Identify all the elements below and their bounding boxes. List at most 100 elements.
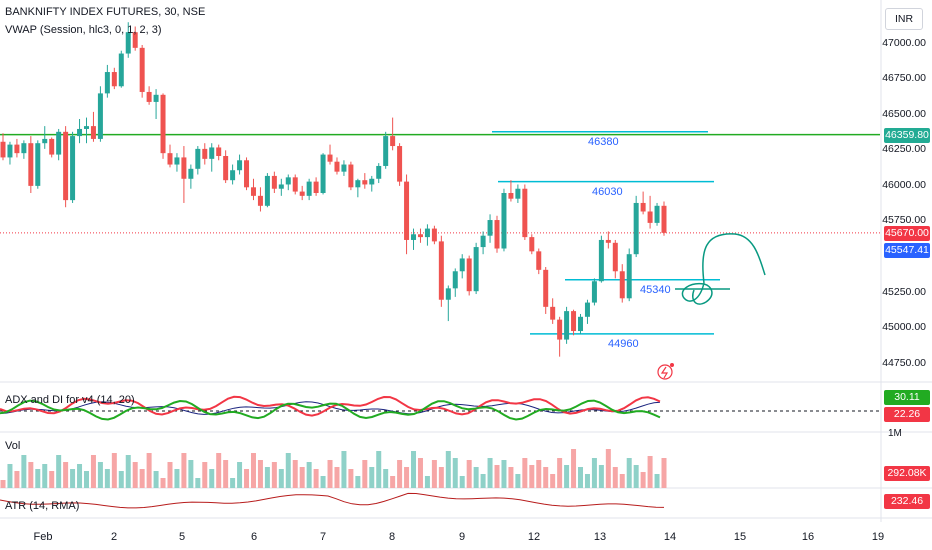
alert-dot (670, 363, 674, 367)
volume-bar (578, 467, 584, 488)
candle-body (264, 175, 270, 206)
candle-body (90, 126, 96, 139)
candle-body (223, 156, 229, 181)
symbol-title: BANKNIFTY INDEX FUTURES, 30, NSE (5, 6, 206, 18)
volume-bar (362, 460, 368, 488)
volume-bar (487, 458, 493, 488)
candle-body (466, 258, 472, 292)
time-tick-label: 14 (663, 531, 677, 543)
volume-bar (591, 458, 597, 488)
volume-bar (132, 462, 138, 488)
price-tag: 45670.00 (884, 225, 930, 241)
volume-scale: 1M (888, 428, 902, 439)
volume-bar (431, 460, 437, 488)
candle-body (605, 239, 611, 243)
volume-bar (598, 465, 604, 488)
volume-bar (584, 474, 590, 488)
volume-bar (118, 471, 124, 488)
volume-bar (209, 469, 215, 488)
candle-body (473, 247, 479, 292)
candle-body (257, 195, 263, 206)
price-tick-label: 46000.00 (882, 178, 926, 191)
candle-body (244, 160, 250, 188)
candle-body (285, 177, 291, 185)
volume-bar (536, 460, 542, 488)
candle-body (188, 168, 194, 179)
time-tick-label: Feb (33, 531, 53, 543)
volume-bar (327, 460, 333, 488)
candle-body (14, 144, 20, 154)
volume-bar (56, 455, 62, 488)
candle-body (278, 184, 284, 189)
candle-body (118, 53, 124, 87)
candle-body (230, 170, 236, 181)
currency-button[interactable]: INR (885, 8, 923, 30)
volume-bar (97, 462, 103, 488)
volume-bar (0, 480, 6, 488)
volume-bar (230, 478, 236, 488)
volume-bar (313, 469, 319, 488)
volume-bar (376, 451, 382, 488)
time-tick-label: 6 (250, 531, 258, 543)
volume-bar (7, 464, 13, 488)
freehand-loop (681, 282, 713, 305)
candle-body (369, 178, 375, 185)
candle-body (334, 161, 340, 172)
volume-bar (271, 462, 277, 488)
volume-bar (571, 449, 577, 488)
volume-bar (397, 460, 403, 488)
volume-bar (299, 467, 305, 488)
time-tick-label: 5 (178, 531, 186, 543)
atr-line (0, 492, 665, 509)
vol-value-tag: 292.08K (884, 466, 930, 481)
di-minus-line (0, 395, 661, 417)
price-tick-label: 46500.00 (882, 107, 926, 120)
volume-bar (661, 458, 667, 488)
volume-bar (515, 474, 521, 488)
candle-body (536, 251, 542, 270)
volume-bar (508, 467, 514, 488)
volume-bar (49, 471, 55, 488)
volume-bar (306, 462, 312, 488)
candle-body (97, 93, 103, 139)
candle-body (292, 177, 298, 192)
volume-bar (237, 462, 243, 488)
candle-body (529, 237, 535, 252)
candle-body (174, 157, 180, 165)
volume-bar (480, 474, 486, 488)
volume-bar (104, 469, 110, 488)
candle-body (390, 136, 396, 147)
time-tick-label: 19 (871, 531, 885, 543)
volume-bar (501, 460, 507, 488)
volume-bar (348, 469, 354, 488)
volume-bar (334, 467, 340, 488)
candle-body (237, 160, 243, 171)
volume-bar (619, 474, 625, 488)
candle-body (42, 138, 48, 144)
candle-body (216, 147, 222, 156)
candle-body (661, 205, 667, 233)
candle-body (591, 281, 597, 303)
volume-bar (70, 469, 76, 488)
candle-body (63, 131, 69, 201)
volume-bar (278, 469, 284, 488)
volume-bar (244, 469, 250, 488)
candle-body (132, 32, 138, 48)
price-tick-label: 44750.00 (882, 356, 926, 369)
candle-body (626, 254, 632, 299)
candle-body (153, 94, 159, 102)
candle-body (438, 241, 444, 300)
candle-body (341, 164, 347, 172)
atr-value-tag: 232.46 (884, 494, 930, 509)
volume-bar (341, 451, 347, 488)
candle-body (83, 126, 89, 129)
volume-bar (195, 478, 201, 488)
level-label: 45340 (640, 283, 671, 296)
time-tick-label: 13 (593, 531, 607, 543)
vol-legend: Vol (5, 440, 21, 452)
volume-bar (139, 469, 145, 488)
volume-bar (111, 453, 117, 488)
price-tick-label: 47000.00 (882, 36, 926, 49)
volume-bar (369, 467, 375, 488)
